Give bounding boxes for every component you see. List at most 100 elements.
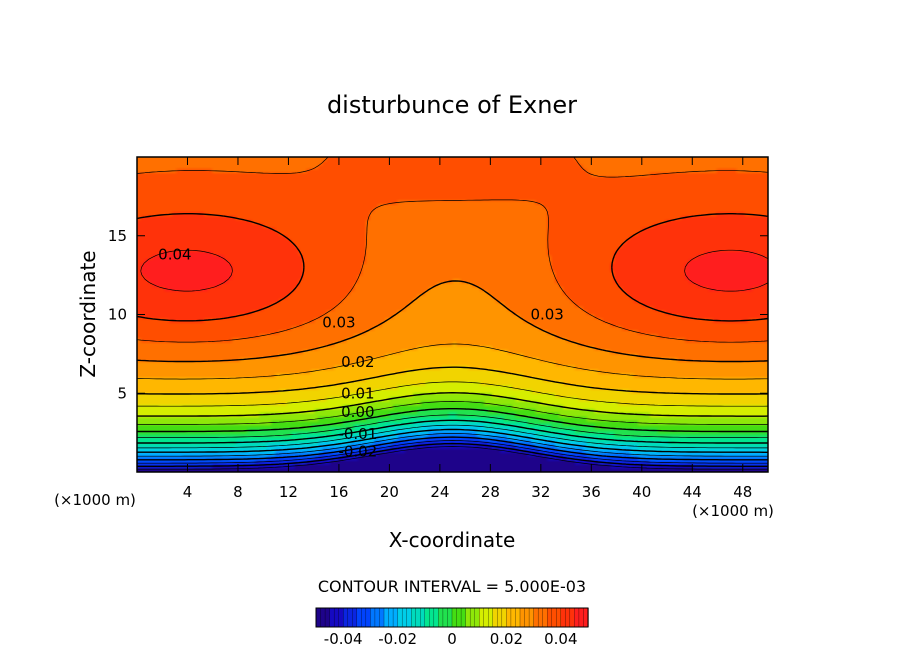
colorbar-cell <box>469 607 476 628</box>
x-tick-label: 32 <box>531 483 550 501</box>
colorbar-tick-label: 0.04 <box>544 630 577 648</box>
x-tick-label: 4 <box>183 483 193 501</box>
colorbar-cell <box>547 607 553 628</box>
colorbar-cell <box>374 607 381 628</box>
colorbar-cell <box>524 607 530 628</box>
contour-line <box>137 419 768 444</box>
colorbar-cell <box>479 607 485 628</box>
contour-line <box>136 280 769 363</box>
colorbar-cell <box>392 607 399 628</box>
colorbar-cell <box>388 607 394 628</box>
x-tick-label: 20 <box>380 483 399 501</box>
colorbar-cell <box>465 607 471 628</box>
colorbar-cell <box>433 607 440 628</box>
colorbar-tick-label: 0 <box>447 630 457 648</box>
colorbar-cell <box>352 607 358 628</box>
colorbar-cell <box>338 607 344 628</box>
chart-title: disturbunce of Exner <box>327 91 577 119</box>
colorbar-cell <box>565 607 571 628</box>
x-tick-label: 48 <box>733 483 752 501</box>
colorbar-cell <box>492 607 498 628</box>
colorbar-cell <box>483 607 489 628</box>
contour-label: 0.03 <box>322 313 355 331</box>
x-tick-label: 24 <box>430 483 449 501</box>
colorbar-cell <box>415 607 421 628</box>
colorbar-cell <box>333 607 340 628</box>
contour-labels: 0.04 0.03 0.03 0.02 0.010.00 -0.01-0.02 <box>158 246 564 461</box>
colorbar-cell <box>406 607 412 628</box>
contour-line <box>137 408 768 433</box>
x-tick-label: 40 <box>632 483 651 501</box>
colorbar-cell <box>578 607 585 628</box>
colorbar-cell <box>510 607 517 628</box>
colorbar-cell <box>365 607 372 628</box>
colorbar-cell <box>533 607 539 628</box>
y-tick-label: 15 <box>108 227 127 245</box>
contour-line <box>136 156 769 343</box>
y-tick-label: 5 <box>117 384 127 402</box>
colorbar-cell <box>343 607 349 628</box>
colorbar-tick-label: -0.04 <box>324 630 363 648</box>
colorbar-cell <box>438 607 444 628</box>
contour-line <box>137 436 768 461</box>
colorbar-cell <box>519 607 526 628</box>
colorbar-cell <box>474 607 480 628</box>
colorbar-cell <box>424 607 430 628</box>
contour-label: 0.04 <box>158 246 191 264</box>
colorbar-cell <box>429 607 435 628</box>
colorbar-tick-labels: -0.04 -0.02 0 0.02 0.04 <box>324 630 578 648</box>
x-axis-label: X-coordinate <box>389 528 516 552</box>
x-tick-label: 8 <box>233 483 243 501</box>
contour-label: -0.02 <box>338 443 377 461</box>
colorbar-cell <box>542 607 548 628</box>
contour-line <box>137 381 769 407</box>
contour-line <box>137 414 768 439</box>
colorbar-cell <box>528 607 535 628</box>
colorbar-cell <box>569 607 576 628</box>
contour-line <box>140 249 769 292</box>
contour-line <box>137 424 768 449</box>
colorbar-cell <box>551 607 557 628</box>
contour-line <box>137 366 768 395</box>
colorbar-cell <box>361 607 367 628</box>
contour-line <box>137 440 768 464</box>
x-tick-label: 16 <box>329 483 348 501</box>
colorbar-cell <box>324 607 331 628</box>
colorbar-cell <box>456 607 462 628</box>
contour-line <box>137 442 768 467</box>
x-tick-label: 36 <box>582 483 601 501</box>
contour-label: 0.03 <box>530 306 563 324</box>
contour-label: 0.00 <box>341 403 374 421</box>
colorbar-cell <box>411 607 417 628</box>
x-tick-label: 28 <box>481 483 500 501</box>
colorbar-cell <box>460 607 467 628</box>
colorbar-cell <box>401 607 408 628</box>
colorbar-cell <box>379 607 385 628</box>
colorbar-cell <box>420 607 426 628</box>
contour-line <box>137 392 769 417</box>
contour-line <box>136 213 769 322</box>
contour-line <box>137 428 768 453</box>
colorbar-cell <box>383 607 390 628</box>
plot-area: 0.04 0.03 0.03 0.02 0.010.00 -0.01-0.02 <box>136 156 769 473</box>
colorbar-cell <box>537 607 544 628</box>
x-tick-label: 44 <box>683 483 702 501</box>
contour-line <box>137 401 768 425</box>
y-axis-ticks: 5 10 15 <box>108 227 768 402</box>
colorbar-cell <box>315 607 322 628</box>
colorbar-cell <box>442 607 449 628</box>
contour-interval-label: CONTOUR INTERVAL = 5.000E-03 <box>318 577 586 596</box>
contour-line <box>137 433 768 457</box>
contour-line <box>137 446 768 470</box>
colorbar-cell <box>370 607 376 628</box>
colorbar-cell <box>347 607 353 628</box>
colorbar-tick-label: 0.02 <box>490 630 523 648</box>
x-tick-label: 12 <box>279 483 298 501</box>
colorbar-cell <box>451 607 458 628</box>
x-unit-right: (×1000 m) <box>692 502 774 520</box>
contour-label: 0.02 <box>341 353 374 371</box>
colorbar-cell <box>356 607 362 628</box>
colorbar-cell <box>515 607 521 628</box>
colorbar-cell <box>574 607 580 628</box>
